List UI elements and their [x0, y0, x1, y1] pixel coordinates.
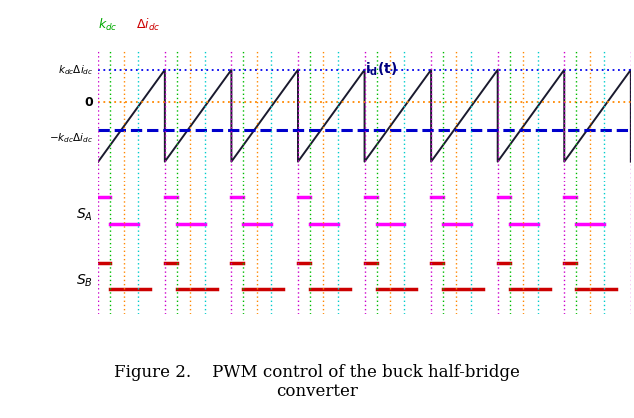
- Text: $-k_{dc}\Delta i_{dc}$: $-k_{dc}\Delta i_{dc}$: [49, 131, 93, 145]
- Text: $S_B$: $S_B$: [76, 273, 93, 289]
- Text: 0: 0: [84, 96, 93, 109]
- Text: Figure 2.    PWM control of the buck half-bridge
converter: Figure 2. PWM control of the buck half-b…: [114, 364, 520, 400]
- Text: $k_{dc} \Delta i_{dc}$: $k_{dc} \Delta i_{dc}$: [58, 63, 93, 76]
- Text: $\Delta i_{dc}$: $\Delta i_{dc}$: [136, 17, 160, 33]
- Text: $S_A$: $S_A$: [76, 206, 93, 223]
- Text: $\mathbf{i_d(t)}$: $\mathbf{i_d(t)}$: [365, 61, 397, 78]
- Text: $k_{dc}$: $k_{dc}$: [98, 17, 118, 33]
